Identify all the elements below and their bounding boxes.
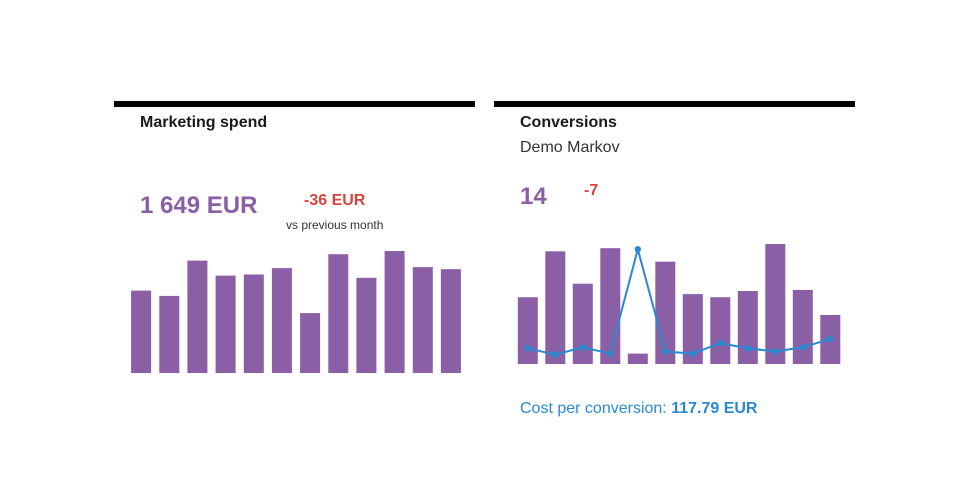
conversions-line-point-3 xyxy=(579,344,586,351)
marketing-bar-2 xyxy=(159,295,180,373)
conversions-bar-10 xyxy=(765,244,786,364)
conversions-line-point-5 xyxy=(634,246,641,253)
marketing-bar-chart xyxy=(131,251,461,373)
conversions-title: Conversions xyxy=(520,114,617,131)
conversions-line-point-7 xyxy=(689,350,696,357)
marketing-bar-10 xyxy=(384,251,405,373)
conversions-line-point-11 xyxy=(799,344,806,351)
conversions-bar-4 xyxy=(600,248,621,364)
conversions-bar-11 xyxy=(792,289,813,364)
conversions-bar-3 xyxy=(572,283,593,364)
cost-per-conversion: Cost per conversion: 117.79 EUR xyxy=(520,400,757,418)
marketing-total-value: 1 649 EUR xyxy=(140,192,258,219)
conversions-panel: Conversions Demo Markov 14 -7 Cost per c… xyxy=(494,101,855,421)
conversions-line-point-6 xyxy=(662,348,669,355)
conversions-line-point-12 xyxy=(827,335,834,343)
conversions-delta: -7 xyxy=(584,182,599,199)
conversions-bar-9 xyxy=(737,291,758,364)
conversions-line-point-4 xyxy=(607,350,614,357)
marketing-bar-9 xyxy=(356,277,377,373)
marketing-delta: -36 EUR xyxy=(304,192,366,209)
conversions-line-point-8 xyxy=(717,339,724,347)
marketing-bar-12 xyxy=(440,269,461,373)
conversions-line-point-9 xyxy=(744,345,751,352)
marketing-bar-1 xyxy=(131,290,152,373)
marketing-bar-8 xyxy=(328,254,349,373)
marketing-bar-7 xyxy=(300,313,321,373)
conversions-bar-7 xyxy=(682,294,703,364)
cost-per-conversion-value: 117.79 EUR xyxy=(671,400,758,417)
conversions-line-point-10 xyxy=(772,348,779,355)
conversions-panel-rule xyxy=(494,101,855,107)
marketing-bar-5 xyxy=(243,274,264,373)
conversions-bar-2 xyxy=(545,251,566,364)
conversions-total-value: 14 xyxy=(520,183,547,210)
marketing-title: Marketing spend xyxy=(140,114,268,131)
marketing-panel-rule xyxy=(114,101,475,107)
conversions-line-point-2 xyxy=(552,351,559,358)
marketing-bar-3 xyxy=(187,260,208,373)
conversions-bar-6 xyxy=(655,261,676,364)
conversions-bar-5 xyxy=(627,353,648,364)
conversions-bar-1 xyxy=(517,297,538,364)
cost-per-conversion-label: Cost per conversion: xyxy=(520,400,672,417)
conversions-line-point-1 xyxy=(524,345,531,352)
conversions-bar-8 xyxy=(710,297,731,364)
marketing-panel: Marketing spend 1 649 EUR -36 EUR vs pre… xyxy=(114,101,475,381)
marketing-compare-label: vs previous month xyxy=(286,218,384,232)
conversions-combo-chart xyxy=(517,244,841,364)
conversions-line xyxy=(527,248,831,356)
marketing-bar-4 xyxy=(215,275,236,373)
marketing-bar-11 xyxy=(412,267,433,373)
marketing-bar-6 xyxy=(271,268,292,373)
conversions-subtitle: Demo Markov xyxy=(520,139,620,156)
